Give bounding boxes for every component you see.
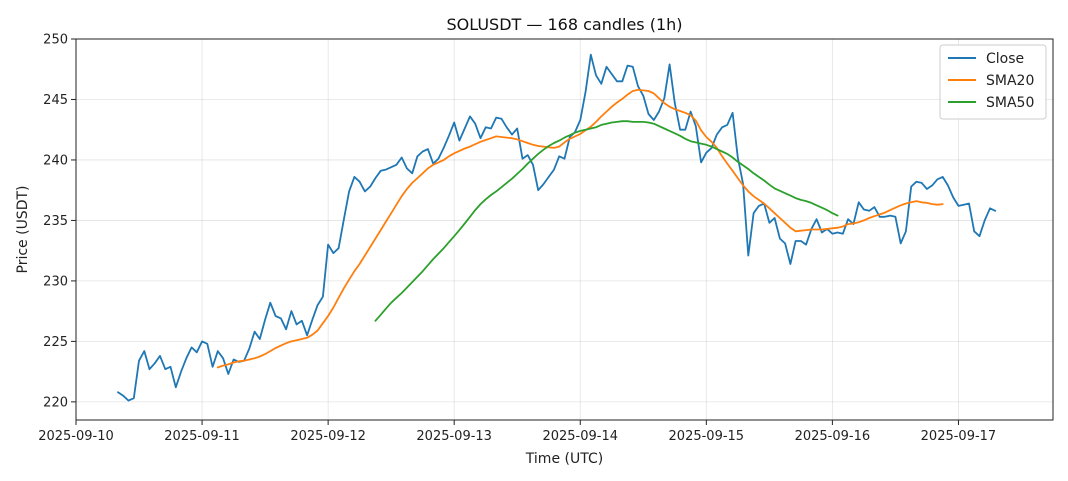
series-line-sma50 xyxy=(374,120,839,322)
x-axis: 2025-09-10 2025-09-11 2025-09-12 2025-09-13… xyxy=(38,420,996,444)
legend-label-sma20: SMA20 xyxy=(986,73,1034,89)
x-tick-label: 2025-09-10 xyxy=(38,429,114,444)
y-tick-label: 240 xyxy=(43,153,68,168)
x-tick-label: 2025-09-11 xyxy=(164,429,240,444)
y-axis-label: Price (USDT) xyxy=(15,186,31,274)
series-line-close xyxy=(117,53,997,402)
series-layer xyxy=(117,53,997,402)
y-axis: 220 225 230 235 240 245 250 xyxy=(43,33,76,410)
x-axis-label: Time (UTC) xyxy=(525,451,603,467)
x-tick-label: 2025-09-12 xyxy=(290,429,366,444)
y-tick-label: 225 xyxy=(43,335,68,350)
y-tick-label: 220 xyxy=(43,395,68,410)
y-tick-label: 230 xyxy=(43,274,68,289)
x-tick-label: 2025-09-14 xyxy=(542,429,618,444)
x-tick-label: 2025-09-16 xyxy=(795,429,871,444)
legend-box xyxy=(939,44,1047,120)
y-tick-label: 235 xyxy=(43,214,68,229)
x-tick-label: 2025-09-13 xyxy=(416,429,492,444)
legend-label-sma50: SMA50 xyxy=(986,95,1034,111)
legend-label-close: Close xyxy=(986,51,1024,67)
chart-title: SOLUSDT — 168 candles (1h) xyxy=(446,15,682,34)
x-tick-label: 2025-09-15 xyxy=(669,429,745,444)
legend: Close SMA20 SMA50 xyxy=(939,44,1047,120)
y-tick-label: 245 xyxy=(43,93,68,108)
y-tick-label: 250 xyxy=(43,33,68,48)
x-tick-label: 2025-09-17 xyxy=(921,429,997,444)
series-line-sma20 xyxy=(216,88,944,369)
plot-frame xyxy=(75,38,1054,421)
grid xyxy=(75,38,1053,420)
